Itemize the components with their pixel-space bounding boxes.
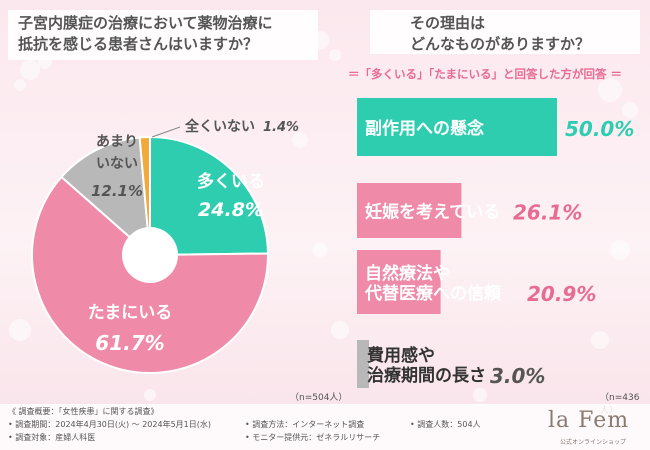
bar-0 bbox=[357, 98, 557, 156]
footer: 《 調査概要：「女性疾患」に関する調査》 • 調査期間：2024年4月30日(火… bbox=[0, 404, 650, 450]
right-subtitle: ＝「多くいる」「たまにいる」と回答した方が回答 ＝ bbox=[348, 67, 622, 81]
bar-label-2-0: 自然療法や bbox=[365, 263, 450, 284]
bar-label-1-0: 妊娠を考えている bbox=[365, 202, 500, 223]
pie-center-hole bbox=[122, 227, 178, 283]
left-question: 子宮内膜症の治療において薬物治療に 抵抗を感じる患者さんはいますか？ bbox=[8, 10, 318, 60]
pie-label-2-1: いない bbox=[96, 156, 138, 172]
footer-monitor-provider: • モニター提供元：ゼネラルリサーチ bbox=[245, 433, 381, 442]
pie-label-3: 全くいない bbox=[184, 118, 255, 135]
footer-survey-period: • 調査期間：2024年4月30日(火) ～ 2024年5月1日(水) bbox=[8, 420, 211, 429]
pie-slice-2 bbox=[60, 136, 152, 258]
footer-survey-target: • 調査対象：産婦人科医 bbox=[8, 433, 96, 442]
left-question-line1: 子宮内膜症の治療において薬物治療に bbox=[18, 14, 273, 32]
brand-subtitle: 公式オンラインショップ bbox=[560, 439, 627, 446]
bar-value-3: 3.0% bbox=[490, 364, 545, 388]
pie-slice-3 bbox=[138, 135, 151, 256]
pie-label-0-0: 多くいる bbox=[197, 171, 265, 192]
footer-survey-count: • 調査人数：504人 bbox=[410, 420, 481, 429]
bar-1 bbox=[357, 183, 462, 238]
left-question-line2: 抵抗を感じる患者さんはいますか？ bbox=[18, 35, 259, 53]
bar-value-0: 50.0% bbox=[565, 117, 634, 141]
right-question-line1: その理由は bbox=[410, 14, 486, 32]
bar-value-1: 26.1% bbox=[513, 201, 582, 225]
pie-label-2-0: あまり bbox=[96, 134, 138, 150]
pie-value-3: 1.4% bbox=[263, 120, 299, 135]
pie-leader-line bbox=[151, 126, 181, 138]
brand-logo: la Fem bbox=[548, 408, 630, 433]
footer-survey-method: • 調査方法：インターネット調査 bbox=[245, 420, 365, 429]
footer-survey-title: 《 調査概要：「女性疾患」に関する調査》 bbox=[8, 407, 159, 416]
pie-value-1: 61.7% bbox=[95, 331, 164, 355]
pie-value-0: 24.8% bbox=[198, 199, 264, 221]
bar-3 bbox=[357, 340, 369, 388]
bar-2 bbox=[357, 250, 441, 314]
pie-label-1-0: たまにいる bbox=[88, 303, 173, 323]
pie-value-2: 12.1% bbox=[91, 182, 143, 200]
bar-label-2-1: 代替医療への信頼 bbox=[364, 283, 502, 304]
bar-label-3-1: 治療期間の長さ bbox=[367, 365, 486, 386]
bar-label-3-0: 費用感や bbox=[367, 345, 435, 366]
right-question: その理由は どんなものがありますか？ bbox=[370, 10, 640, 54]
pie-n-label: （n=504人） bbox=[290, 393, 348, 403]
pie-slice-0 bbox=[149, 135, 270, 257]
bar-label-0-0: 副作用への懸念 bbox=[365, 118, 484, 139]
bar-value-2: 20.9% bbox=[527, 282, 596, 306]
right-question-line2: どんなものがありますか？ bbox=[410, 35, 591, 53]
